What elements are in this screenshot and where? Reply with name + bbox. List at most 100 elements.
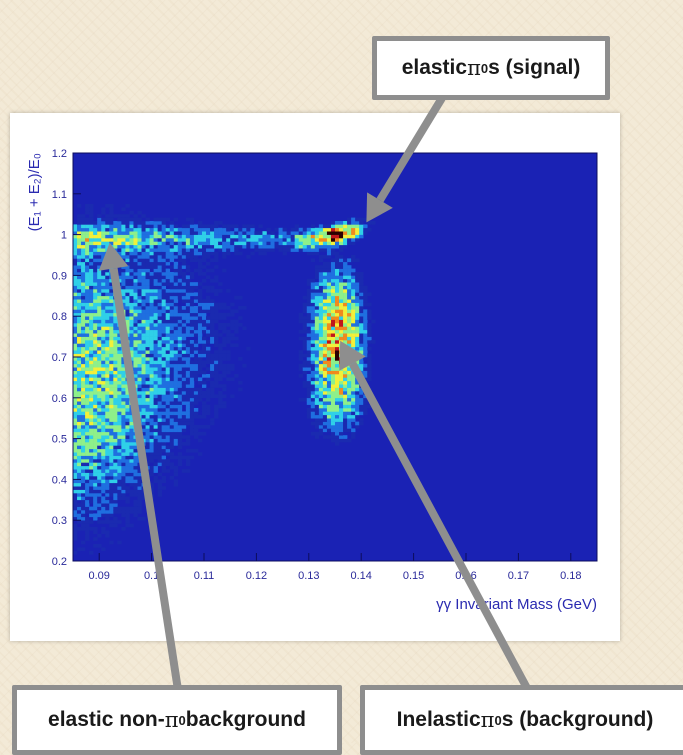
heatmap-cell xyxy=(318,333,324,337)
heatmap-cell xyxy=(322,367,328,371)
heatmap-cell xyxy=(105,411,110,416)
heatmap-cell xyxy=(121,289,126,293)
heatmap-cell xyxy=(145,445,150,450)
heatmap-cell xyxy=(101,336,106,341)
heatmap-cell xyxy=(210,370,215,375)
heatmap-cell xyxy=(177,425,183,429)
heatmap-cell xyxy=(165,421,171,426)
heatmap-cell xyxy=(238,323,243,327)
heatmap-cell xyxy=(93,374,98,378)
heatmap-cell xyxy=(310,414,316,419)
heatmap-cell xyxy=(165,326,171,331)
heatmap-cell xyxy=(181,357,187,361)
heatmap-cell xyxy=(89,479,94,484)
heatmap-cell xyxy=(335,350,340,354)
heatmap-cell xyxy=(335,336,340,341)
heatmap-cell xyxy=(121,421,126,426)
heatmap-cell xyxy=(314,370,320,375)
heatmap-cell xyxy=(339,384,344,388)
heatmap-cell xyxy=(153,275,158,280)
heatmap-cell xyxy=(161,435,167,439)
heatmap-cell xyxy=(133,340,138,344)
heatmap-cell xyxy=(206,306,211,310)
heatmap-cell xyxy=(318,370,324,375)
heatmap-cell xyxy=(367,329,372,334)
heatmap-cell xyxy=(93,227,98,232)
heatmap-cell xyxy=(371,319,376,324)
heatmap-cell xyxy=(165,234,171,239)
heatmap-cell xyxy=(97,510,102,514)
heatmap-cell xyxy=(367,353,372,358)
heatmap-cell xyxy=(81,244,86,249)
heatmap-cell xyxy=(153,302,158,307)
heatmap-cell xyxy=(137,360,142,365)
heatmap-cell xyxy=(218,289,223,293)
heatmap-cell xyxy=(238,244,243,249)
heatmap-cell xyxy=(73,255,78,259)
heatmap-cell xyxy=(234,374,239,378)
heatmap-cell xyxy=(89,316,94,320)
heatmap-cell xyxy=(355,278,360,283)
heatmap-cell xyxy=(165,255,171,259)
heatmap-cell xyxy=(347,312,352,317)
heatmap-cell xyxy=(326,299,332,303)
heatmap-cell xyxy=(347,265,352,269)
heatmap-cell xyxy=(149,445,154,450)
heatmap-cell xyxy=(161,469,167,473)
heatmap-cell xyxy=(314,343,320,348)
heatmap-cell xyxy=(113,435,118,439)
heatmap-cell xyxy=(153,319,158,324)
heatmap-cell xyxy=(206,425,211,429)
heatmap-cell xyxy=(125,224,130,229)
heatmap-cell xyxy=(330,285,336,290)
heatmap-cell xyxy=(81,343,86,348)
heatmap-cell xyxy=(149,346,154,351)
heatmap-cell xyxy=(125,404,130,409)
heatmap-cell xyxy=(101,292,106,297)
heatmap-cell xyxy=(105,336,110,341)
heatmap-cell xyxy=(109,234,114,239)
heatmap-cell xyxy=(234,343,239,348)
heatmap-cell xyxy=(173,408,179,412)
heatmap-cell xyxy=(351,292,356,297)
heatmap-cell xyxy=(214,244,219,249)
heatmap-cell xyxy=(105,425,110,429)
heatmap-cell xyxy=(343,289,348,293)
heatmap-cell xyxy=(335,255,340,259)
heatmap-cell xyxy=(117,445,122,450)
heatmap-cell xyxy=(113,506,118,511)
heatmap-cell xyxy=(330,418,336,422)
heatmap-cell xyxy=(85,336,90,341)
heatmap-cell xyxy=(347,367,352,371)
heatmap-cell xyxy=(141,431,146,436)
heatmap-cell xyxy=(347,234,352,239)
heatmap-cell xyxy=(238,357,243,361)
heatmap-cell xyxy=(85,360,90,365)
heatmap-cell xyxy=(193,312,199,317)
heatmap-cell xyxy=(129,350,134,354)
heatmap-cell xyxy=(359,360,364,365)
heatmap-cell xyxy=(77,350,82,354)
heatmap-cell xyxy=(121,244,126,249)
heatmap-cell xyxy=(133,312,138,317)
heatmap-cell xyxy=(310,394,316,399)
heatmap-cell xyxy=(339,258,344,263)
heatmap-cell xyxy=(145,367,150,371)
heatmap-cell xyxy=(306,380,312,385)
heatmap-cell xyxy=(351,309,356,314)
heatmap-cell xyxy=(93,255,98,259)
heatmap-cell xyxy=(89,411,94,416)
heatmap-cell xyxy=(343,278,348,283)
heatmap-cell xyxy=(335,343,340,348)
heatmap-cell xyxy=(101,302,106,307)
heatmap-cell xyxy=(339,255,344,259)
heatmap-cell xyxy=(113,357,118,361)
heatmap-cell xyxy=(137,401,142,405)
heatmap-cell xyxy=(157,445,162,450)
heatmap-cell xyxy=(73,282,78,286)
heatmap-cell xyxy=(81,431,86,436)
heatmap-cell xyxy=(326,377,332,382)
heatmap-cell xyxy=(81,261,86,266)
heatmap-cell xyxy=(101,244,106,249)
heatmap-cell xyxy=(177,360,183,365)
